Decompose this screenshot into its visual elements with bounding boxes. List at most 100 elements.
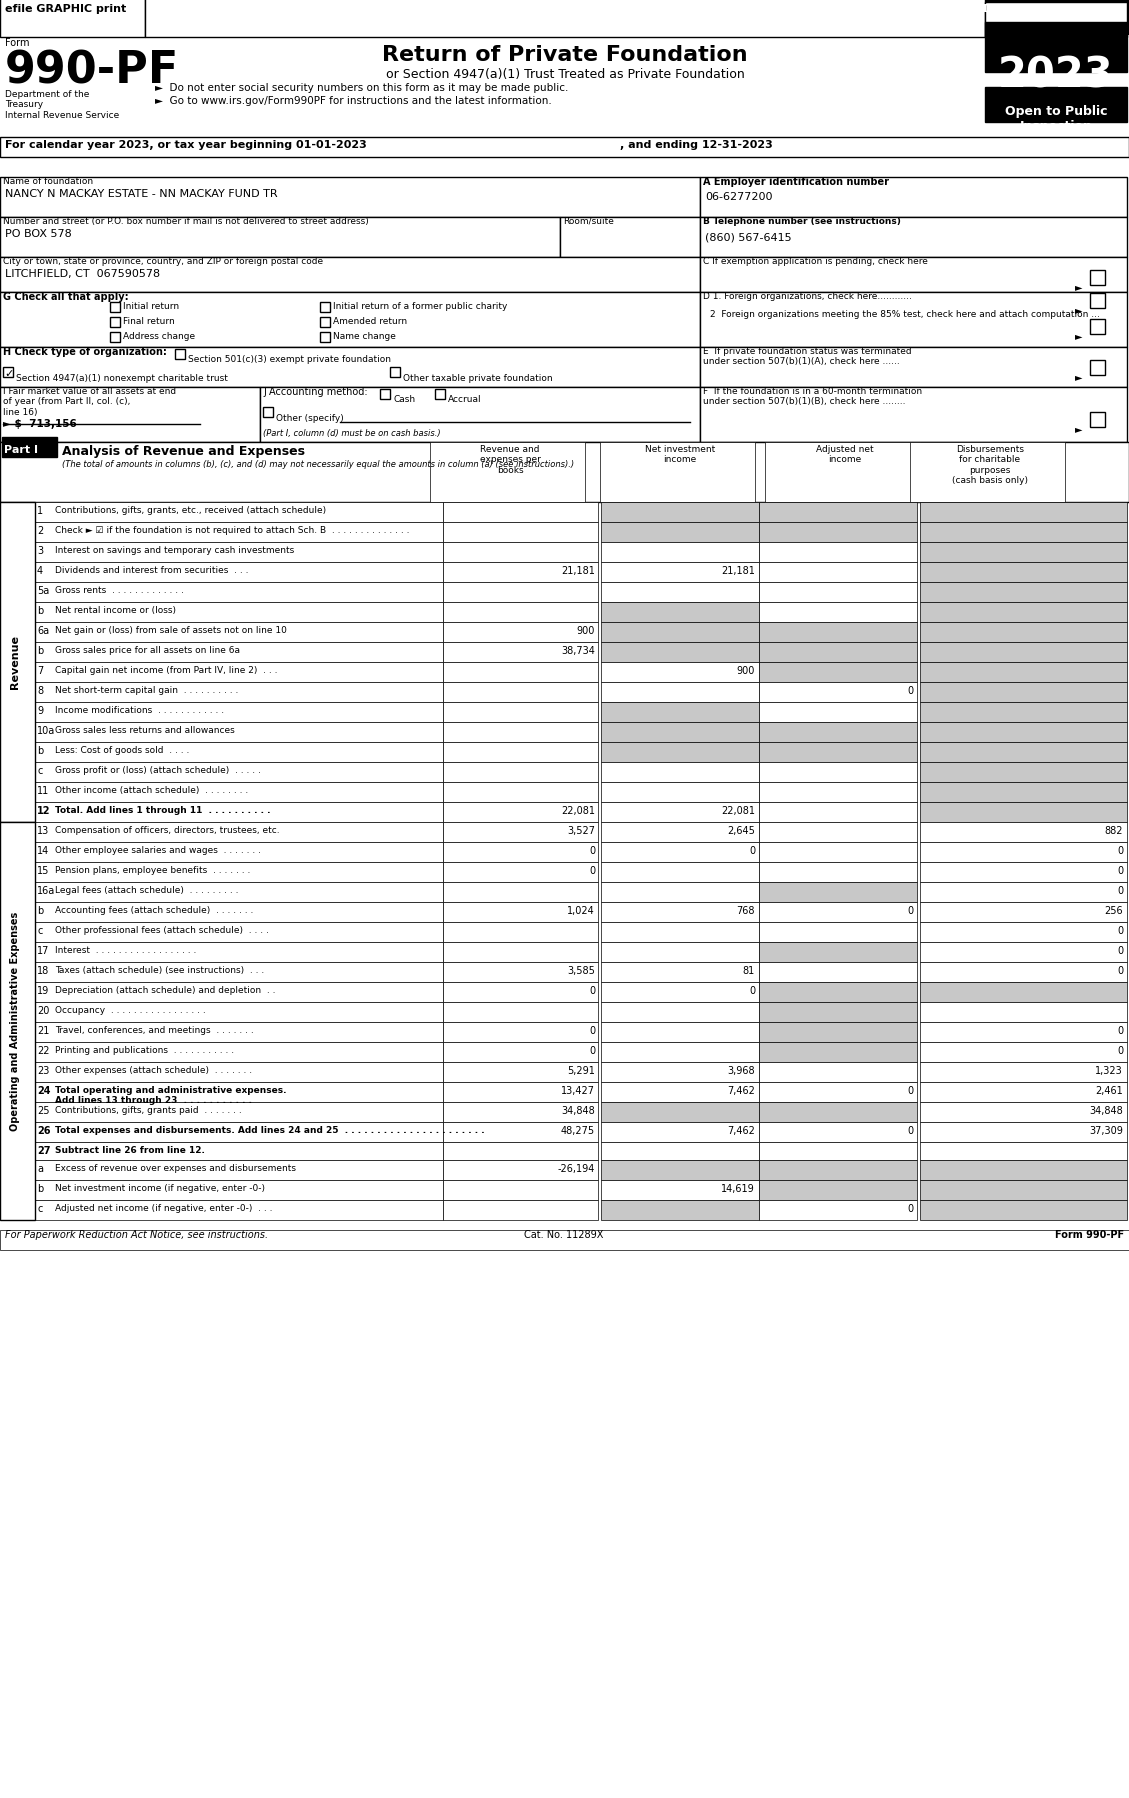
Text: (860) 567-6415: (860) 567-6415 [704, 232, 791, 243]
Text: B Telephone number (see instructions): B Telephone number (see instructions) [703, 218, 901, 227]
Bar [443, 681, 598, 701]
Bar [601, 1199, 759, 1221]
Bar [443, 502, 598, 521]
Text: 0: 0 [589, 985, 595, 996]
Bar [920, 903, 1127, 922]
Text: (The total of amounts in columns (b), (c), and (d) may not necessarily equal the: (The total of amounts in columns (b), (c… [62, 460, 575, 469]
Text: 768: 768 [736, 906, 755, 915]
Bar [759, 743, 917, 762]
Bar [920, 782, 1127, 802]
Bar [601, 942, 759, 962]
Text: Form 990-PF: Form 990-PF [1054, 1230, 1124, 1241]
Bar [443, 541, 598, 563]
Bar [601, 883, 759, 903]
Bar [320, 316, 330, 327]
Bar [920, 841, 1127, 861]
Bar [759, 1179, 917, 1199]
Bar [759, 841, 917, 861]
Text: a: a [37, 1163, 43, 1174]
Bar [443, 883, 598, 903]
Text: b: b [37, 1185, 43, 1194]
Text: 15: 15 [37, 867, 50, 876]
Bar [601, 962, 759, 982]
Text: 48,275: 48,275 [561, 1126, 595, 1136]
Bar [759, 1160, 917, 1179]
Bar [35, 701, 443, 723]
Bar [601, 541, 759, 563]
Bar [35, 1179, 443, 1199]
Text: Accounting fees (attach schedule)  . . . . . . .: Accounting fees (attach schedule) . . . … [55, 906, 253, 915]
Bar [35, 982, 443, 1001]
Bar [443, 802, 598, 822]
Bar [443, 622, 598, 642]
Text: b: b [37, 906, 43, 915]
Text: Gross sales price for all assets on line 6a: Gross sales price for all assets on line… [55, 645, 240, 654]
Text: -26,194: -26,194 [558, 1163, 595, 1174]
Bar [601, 802, 759, 822]
Text: D 1. Foreign organizations, check here............: D 1. Foreign organizations, check here..… [703, 291, 912, 300]
Bar [560, 218, 700, 257]
Text: Number and street (or P.O. box number if mail is not delivered to street address: Number and street (or P.O. box number if… [3, 218, 369, 227]
Text: Taxes (attach schedule) (see instructions)  . . .: Taxes (attach schedule) (see instruction… [55, 966, 264, 975]
Text: Gross sales less returns and allowances: Gross sales less returns and allowances [55, 726, 235, 735]
Bar [759, 1199, 917, 1221]
Text: E  If private foundation status was terminated
under section 507(b)(1)(A), check: E If private foundation status was termi… [703, 347, 911, 367]
Text: Excess of revenue over expenses and disbursements: Excess of revenue over expenses and disb… [55, 1163, 296, 1172]
Bar [443, 822, 598, 841]
Bar [443, 723, 598, 743]
Bar [759, 502, 917, 521]
Bar [35, 743, 443, 762]
Bar [175, 349, 185, 360]
Bar [35, 922, 443, 942]
Text: Submission Date - 2024-05-14: Submission Date - 2024-05-14 [150, 4, 339, 14]
Text: Gross profit or (loss) (attach schedule)  . . . . .: Gross profit or (loss) (attach schedule)… [55, 766, 261, 775]
Bar [443, 743, 598, 762]
Bar [35, 822, 443, 841]
Bar [110, 316, 120, 327]
Bar [920, 1142, 1127, 1160]
Text: 0: 0 [1117, 867, 1123, 876]
Text: 882: 882 [1104, 825, 1123, 836]
Bar [920, 1160, 1127, 1179]
Bar [320, 302, 330, 313]
Bar [443, 662, 598, 681]
Text: Adjusted net
income: Adjusted net income [816, 444, 874, 464]
Text: Depreciation (attach schedule) and depletion  . .: Depreciation (attach schedule) and deple… [55, 985, 275, 994]
Bar [443, 563, 598, 583]
Text: Form: Form [5, 38, 29, 49]
Text: c: c [37, 926, 43, 937]
Bar [920, 883, 1127, 903]
Bar [920, 861, 1127, 883]
Bar [920, 1179, 1127, 1199]
Bar [601, 1082, 759, 1102]
Bar [984, 22, 1127, 72]
Text: 1: 1 [37, 505, 43, 516]
Text: ►: ► [1075, 282, 1083, 291]
Text: Pension plans, employee benefits  . . . . . . .: Pension plans, employee benefits . . . .… [55, 867, 251, 876]
Bar [0, 291, 700, 347]
Bar [443, 1160, 598, 1179]
Bar [35, 1160, 443, 1179]
Bar [920, 662, 1127, 681]
Bar [443, 583, 598, 602]
Text: b: b [37, 645, 43, 656]
Text: Travel, conferences, and meetings  . . . . . . .: Travel, conferences, and meetings . . . … [55, 1027, 254, 1036]
Bar [601, 502, 759, 521]
Text: Other (specify): Other (specify) [275, 414, 343, 423]
Bar [601, 1021, 759, 1043]
Text: Total operating and administrative expenses.
Add lines 13 through 23  . . . . . : Total operating and administrative expen… [55, 1086, 287, 1106]
Bar [0, 387, 260, 442]
Bar [601, 701, 759, 723]
Text: 0: 0 [589, 1027, 595, 1036]
Bar [920, 1102, 1127, 1122]
Bar [35, 1142, 443, 1160]
Text: Initial return of a former public charity: Initial return of a former public charit… [333, 302, 507, 311]
Text: Compensation of officers, directors, trustees, etc.: Compensation of officers, directors, tru… [55, 825, 280, 834]
Bar [443, 1021, 598, 1043]
Text: 18: 18 [37, 966, 50, 976]
Bar [35, 1001, 443, 1021]
Text: C If exemption application is pending, check here: C If exemption application is pending, c… [703, 257, 928, 266]
Text: Other taxable private foundation: Other taxable private foundation [403, 374, 552, 383]
Text: 0: 0 [589, 847, 595, 856]
Bar [759, 541, 917, 563]
